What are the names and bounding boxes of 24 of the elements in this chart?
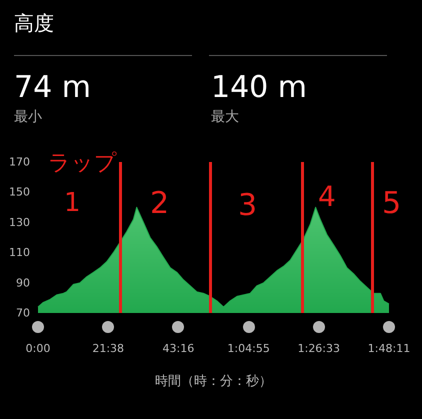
text: 140 m	[211, 70, 308, 105]
x-tick-label: 0:00	[26, 342, 50, 355]
text: 74 m	[14, 70, 91, 105]
annotation: 2	[150, 186, 170, 221]
annotation: ラップ	[48, 150, 117, 178]
annotation: 4	[318, 180, 336, 213]
annotation: 3	[238, 188, 258, 223]
x-tick-label: 1:48:11	[368, 342, 410, 355]
y-tick-label: 130	[9, 216, 30, 229]
x-tick-label: 1:04:55	[227, 342, 270, 355]
y-tick-label: 90	[16, 276, 30, 290]
text: 最小	[14, 108, 42, 126]
y-tick-label: 110	[9, 246, 30, 260]
y-tick-label: 150	[9, 186, 30, 199]
x-tick-label: 21:38	[92, 342, 124, 355]
chart-title: 高度	[14, 10, 54, 37]
annotation: 1	[64, 188, 81, 218]
y-tick-label: 170	[9, 156, 30, 168]
y-tick-label: 70	[16, 306, 30, 320]
x-axis-title: 時間（時：分：秒）	[155, 374, 272, 389]
annotation: 5	[382, 186, 402, 221]
x-tick-label: 43:16	[162, 342, 194, 355]
x-tick-label: 1:26:33	[298, 342, 340, 355]
text: 最大	[211, 108, 239, 126]
